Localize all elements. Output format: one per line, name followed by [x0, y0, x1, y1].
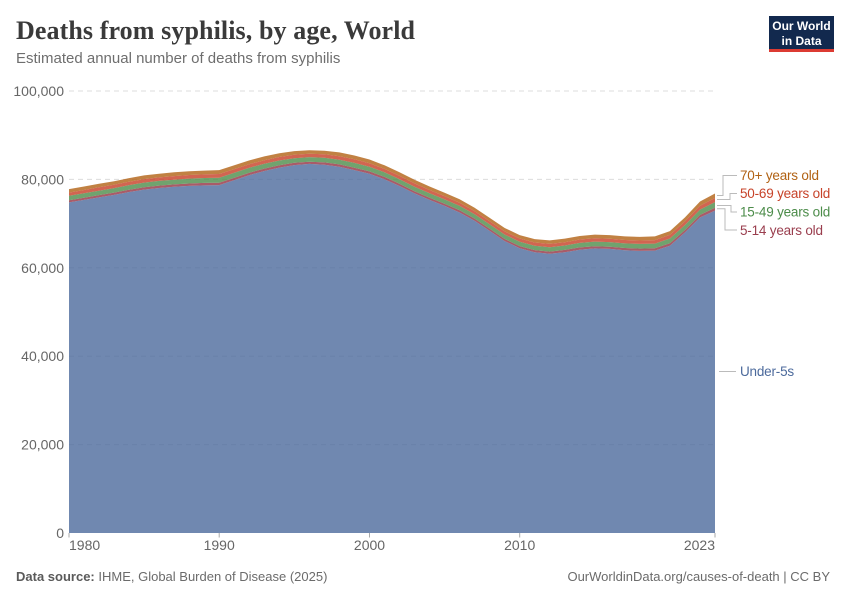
- svg-text:60,000: 60,000: [21, 260, 64, 276]
- svg-text:1990: 1990: [204, 537, 235, 553]
- svg-text:20,000: 20,000: [21, 437, 64, 453]
- svg-text:2023: 2023: [684, 537, 715, 553]
- svg-text:2000: 2000: [354, 537, 385, 553]
- svg-text:Under-5s: Under-5s: [740, 364, 794, 379]
- svg-text:40,000: 40,000: [21, 348, 64, 364]
- svg-text:0: 0: [56, 525, 64, 541]
- svg-text:1980: 1980: [69, 537, 100, 553]
- svg-text:5-14 years old: 5-14 years old: [740, 223, 823, 238]
- svg-text:15-49 years old: 15-49 years old: [740, 205, 830, 220]
- svg-text:80,000: 80,000: [21, 171, 64, 187]
- svg-text:70+ years old: 70+ years old: [740, 168, 819, 183]
- svg-text:2010: 2010: [504, 537, 535, 553]
- svg-text:100,000: 100,000: [13, 83, 64, 99]
- svg-text:50-69 years old: 50-69 years old: [740, 186, 830, 201]
